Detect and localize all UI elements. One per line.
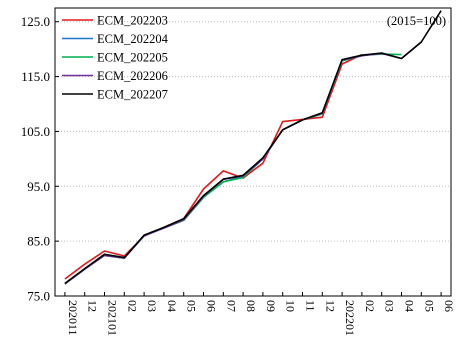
series-lines: [64, 10, 442, 285]
x-tick-label-15: 02: [363, 300, 377, 312]
x-tick-label-19: 06: [442, 300, 456, 312]
x-tick-label-0: 202011: [66, 300, 80, 336]
x-tick-label-6: 05: [185, 300, 199, 312]
x-tick-label-1: 12: [86, 300, 100, 312]
series-line-ecm_202203: [64, 53, 363, 280]
x-tick-label-7: 06: [205, 300, 219, 312]
base-year-note: (2015=100): [387, 14, 446, 28]
y-tick-label-1: 85.0: [27, 234, 50, 249]
x-tick-label-3: 02: [125, 300, 139, 312]
x-tick-label-17: 04: [403, 300, 417, 312]
legend-label-2: ECM_202205: [97, 51, 168, 65]
series-line-ecm_202207: [64, 10, 442, 285]
legend-label-3: ECM_202206: [97, 69, 168, 83]
y-tick-label-0: 75.0: [27, 289, 50, 304]
legend: ECM_202203 ECM_202204 ECM_202205 ECM_202206…: [62, 14, 169, 102]
y-tick-label-5: 125.0: [21, 14, 50, 29]
x-tick-label-18: 05: [422, 300, 436, 312]
x-tick-label-14: 202201: [343, 300, 357, 336]
y-tick-label-2: 95.0: [27, 179, 50, 194]
x-tick-label-10: 09: [264, 300, 278, 312]
plot-area-frame: [54, 7, 452, 297]
gridlines: [55, 21, 451, 242]
x-tick-label-9: 08: [244, 300, 258, 312]
legend-label-4: ECM_202207: [97, 88, 168, 102]
y-tick-label-4: 115.0: [21, 69, 50, 84]
x-tick-label-8: 07: [224, 300, 238, 312]
x-axis: 202011 12 202101 02 03 04 05 06 07 08 09 10 11 12 2022…: [64, 292, 456, 336]
x-tick-label-11: 10: [284, 300, 298, 312]
x-tick-label-13: 12: [323, 300, 337, 312]
x-tick-label-4: 03: [145, 300, 159, 312]
y-axis: 75.0 85.0 95.0 105.0 115.0 125.0: [21, 14, 59, 304]
x-tick-label-5: 04: [165, 300, 179, 312]
y-tick-label-3: 105.0: [21, 124, 50, 139]
x-tick-label-16: 03: [383, 300, 397, 312]
legend-label-1: ECM_202204: [97, 32, 169, 46]
x-tick-label-2: 202101: [106, 300, 120, 336]
legend-label-0: ECM_202203: [97, 14, 168, 28]
x-tick-label-12: 11: [304, 300, 318, 312]
